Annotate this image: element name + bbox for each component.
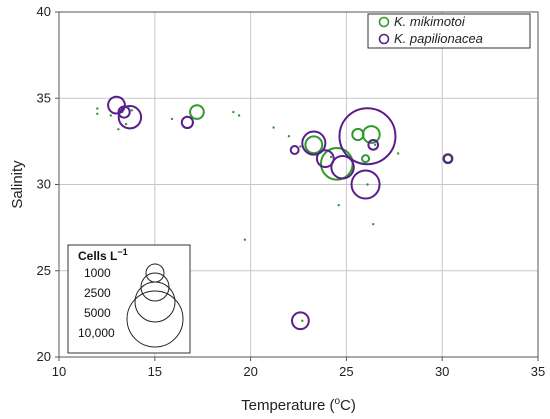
x-tick-label: 35: [531, 364, 545, 379]
mikimotoi-point: [232, 110, 235, 114]
y-tick-label: 25: [37, 263, 51, 278]
mikimotoi-point: [96, 107, 99, 110]
data-points: [96, 95, 454, 331]
mikimotoi-point: [130, 109, 134, 112]
mikimotoi-point: [237, 114, 241, 117]
size-label-2500: 2500: [84, 286, 111, 300]
x-tick-label: 15: [148, 364, 162, 379]
x-axis-ticks: 10 15 20 25 30 35: [52, 357, 545, 379]
mikimotoi-point: [299, 145, 302, 148]
x-axis-title: Temperature (oC): [241, 396, 356, 414]
series-legend: K. mikimotoi K. papilionacea: [367, 13, 531, 49]
papilionacea-point: [330, 155, 355, 180]
mikimotoi-point: [243, 238, 247, 241]
mikimotoi-point: [304, 135, 324, 155]
papilionacea-point: [117, 105, 143, 130]
mikimotoi-point: [373, 143, 377, 147]
mikimotoi-point: [366, 183, 369, 186]
y-tick-label: 35: [37, 90, 51, 105]
size-legend-box: [67, 244, 191, 354]
size-label-10000: 10,000: [78, 326, 115, 340]
y-axis-ticks: 20 25 30 35 40: [37, 4, 59, 364]
size-circle-2500: [140, 272, 170, 302]
mikimotoi-point: [109, 114, 112, 117]
size-label-5000: 5000: [84, 306, 111, 320]
mikimotoi-point: [329, 155, 333, 159]
mikimotoi-point: [351, 127, 365, 142]
size-legend-title: Cells L−1: [78, 247, 128, 263]
papilionacea-point: [338, 107, 397, 166]
mikimotoi-point: [396, 152, 400, 155]
legend-label-papilionacea: K. papilionacea: [394, 31, 483, 46]
mikimotoi-point: [301, 319, 304, 322]
legend-box: [367, 13, 531, 49]
mikimotoi-point: [361, 154, 371, 164]
papilionacea-point: [301, 130, 327, 156]
x-tick-label: 25: [339, 364, 353, 379]
papilionacea-point: [367, 138, 380, 151]
papilionacea-point: [180, 115, 194, 130]
legend-marker-green: [378, 16, 390, 28]
x-tick-label: 10: [52, 364, 66, 379]
x-tick-label: 20: [243, 364, 257, 379]
mikimotoi-point: [189, 104, 205, 120]
papilionacea-point: [350, 169, 381, 200]
legend-marker-purple: [378, 33, 390, 45]
size-circle-5000: [134, 281, 176, 323]
x-tick-label: 30: [435, 364, 449, 379]
y-tick-label: 40: [37, 4, 51, 19]
y-tick-label: 30: [37, 177, 51, 192]
size-circle-10000: [126, 290, 184, 348]
papilionacea-point: [107, 95, 126, 115]
papilionacea-point: [117, 105, 131, 119]
legend-label-mikimotoi: K. mikimotoi: [394, 14, 466, 29]
mikimotoi-point: [96, 112, 99, 115]
mikimotoi-point: [117, 128, 120, 131]
size-label-1000: 1000: [84, 266, 111, 280]
y-tick-label: 20: [37, 349, 51, 364]
mikimotoi-point: [337, 204, 340, 207]
mikimotoi-point: [319, 146, 354, 181]
papilionacea-point: [291, 311, 310, 331]
size-legend: Cells L−1 1000 2500 5000 10,000: [67, 244, 191, 354]
mikimotoi-point: [170, 117, 174, 121]
mikimotoi-point: [372, 222, 375, 226]
y-axis-title: Salinity: [9, 160, 26, 209]
mikimotoi-point: [124, 122, 128, 126]
papilionacea-point: [289, 145, 300, 155]
mikimotoi-point: [272, 126, 275, 129]
papilionacea-point: [442, 153, 454, 165]
papilionacea-point: [315, 149, 335, 169]
mikimotoi-point: [361, 125, 381, 144]
mikimotoi-point: [287, 135, 291, 138]
